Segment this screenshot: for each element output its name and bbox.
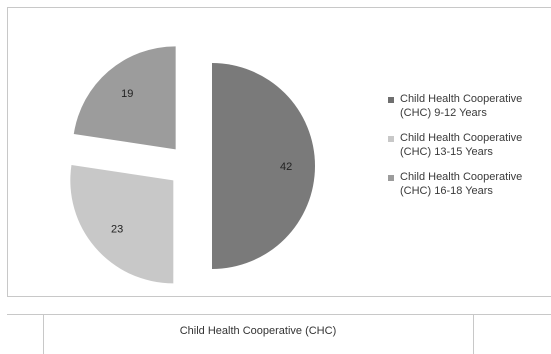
table-column-divider	[473, 314, 474, 354]
pie-slice	[70, 164, 174, 284]
legend-swatch	[388, 136, 394, 142]
slice-value-label: 19	[121, 88, 133, 100]
legend-item-9-12: Child Health Cooperative (CHC) 9-12 Year…	[388, 92, 551, 120]
slice-value-label: 42	[280, 161, 292, 173]
pie-slice	[212, 63, 315, 269]
legend-swatch	[388, 97, 394, 103]
table-column-divider	[43, 314, 44, 354]
legend-label: Child Health Cooperative (CHC) 16-18 Yea…	[400, 171, 523, 197]
legend-item-13-15: Child Health Cooperative (CHC) 13-15 Yea…	[388, 131, 551, 159]
slice-value-label: 23	[111, 224, 123, 236]
table-top-border	[7, 314, 551, 315]
legend-item-16-18: Child Health Cooperative (CHC) 16-18 Yea…	[388, 170, 551, 198]
chart-legend: Child Health Cooperative (CHC) 9-12 Year…	[388, 92, 551, 209]
pie-slice	[73, 46, 176, 150]
pie-chart: 42 23 19	[70, 46, 315, 284]
legend-swatch	[388, 175, 394, 181]
legend-label: Child Health Cooperative (CHC) 9-12 Year…	[400, 93, 523, 119]
legend-label: Child Health Cooperative (CHC) 13-15 Yea…	[400, 132, 523, 158]
table-caption: Child Health Cooperative (CHC)	[179, 325, 337, 337]
